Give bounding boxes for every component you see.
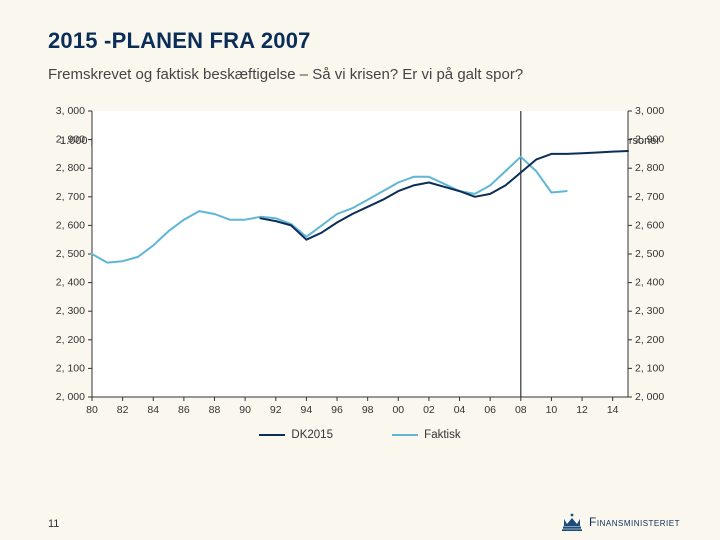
- svg-text:2, 800: 2, 800: [635, 162, 664, 174]
- chart-svg: 3, 000 3, 000 2, 900 2, 900 2, 800 2, 800 2, 7…: [48, 101, 672, 421]
- employment-chart: 3, 000 3, 000 2, 900 2, 900 2, 800 2, 800 2, 7…: [48, 101, 672, 421]
- svg-text:80: 80: [86, 404, 98, 416]
- svg-text:04: 04: [454, 404, 466, 416]
- legend-label-faktisk: Faktisk: [424, 429, 460, 441]
- legend-swatch-dk2015: [259, 434, 285, 436]
- svg-text:00: 00: [392, 404, 404, 416]
- svg-text:06: 06: [484, 404, 496, 416]
- svg-text:2, 700: 2, 700: [635, 191, 664, 203]
- svg-text:82: 82: [117, 404, 129, 416]
- svg-text:90: 90: [239, 404, 251, 416]
- svg-text:2, 900: 2, 900: [56, 134, 85, 146]
- svg-text:10: 10: [546, 404, 558, 416]
- subtitle: Fremskrevet og faktisk beskæftigelse – S…: [48, 66, 672, 83]
- svg-text:2, 800: 2, 800: [56, 162, 85, 174]
- legend: DK2015 Faktisk: [48, 427, 672, 441]
- svg-text:2, 200: 2, 200: [635, 334, 664, 346]
- svg-text:2, 400: 2, 400: [56, 277, 85, 289]
- legend-item-dk2015: DK2015: [259, 429, 333, 441]
- svg-text:84: 84: [147, 404, 159, 416]
- svg-text:2, 000: 2, 000: [56, 391, 85, 403]
- svg-text:98: 98: [362, 404, 374, 416]
- page-title: 2015 -PLANEN FRA 2007: [48, 28, 672, 54]
- svg-text:12: 12: [576, 404, 588, 416]
- svg-text:2, 300: 2, 300: [635, 305, 664, 317]
- legend-swatch-faktisk: [392, 434, 418, 436]
- svg-text:2, 500: 2, 500: [635, 248, 664, 260]
- slide: 2015 -PLANEN FRA 2007 Fremskrevet og fak…: [0, 0, 720, 540]
- svg-text:2, 400: 2, 400: [635, 277, 664, 289]
- svg-text:92: 92: [270, 404, 282, 416]
- svg-text:2, 300: 2, 300: [56, 305, 85, 317]
- svg-text:2, 000: 2, 000: [635, 391, 664, 403]
- svg-text:08: 08: [515, 404, 527, 416]
- svg-text:14: 14: [607, 404, 619, 416]
- footer-logo: Finansministeriet: [561, 512, 680, 532]
- svg-text:2, 600: 2, 600: [56, 219, 85, 231]
- crown-icon: [561, 512, 583, 532]
- svg-text:88: 88: [209, 404, 221, 416]
- svg-text:96: 96: [331, 404, 343, 416]
- svg-text:2, 200: 2, 200: [56, 334, 85, 346]
- svg-text:2, 500: 2, 500: [56, 248, 85, 260]
- svg-text:94: 94: [301, 404, 313, 416]
- svg-text:3, 000: 3, 000: [56, 105, 85, 117]
- legend-label-dk2015: DK2015: [291, 429, 333, 441]
- svg-text:2, 600: 2, 600: [635, 219, 664, 231]
- footer-brand: Finansministeriet: [589, 515, 680, 529]
- svg-text:3, 000: 3, 000: [635, 105, 664, 117]
- svg-text:2, 100: 2, 100: [635, 362, 664, 374]
- legend-item-faktisk: Faktisk: [392, 429, 460, 441]
- svg-text:02: 02: [423, 404, 435, 416]
- page-number: 11: [48, 518, 59, 530]
- svg-text:2, 700: 2, 700: [56, 191, 85, 203]
- svg-text:86: 86: [178, 404, 190, 416]
- svg-text:2, 100: 2, 100: [56, 362, 85, 374]
- svg-text:2, 900: 2, 900: [635, 134, 664, 146]
